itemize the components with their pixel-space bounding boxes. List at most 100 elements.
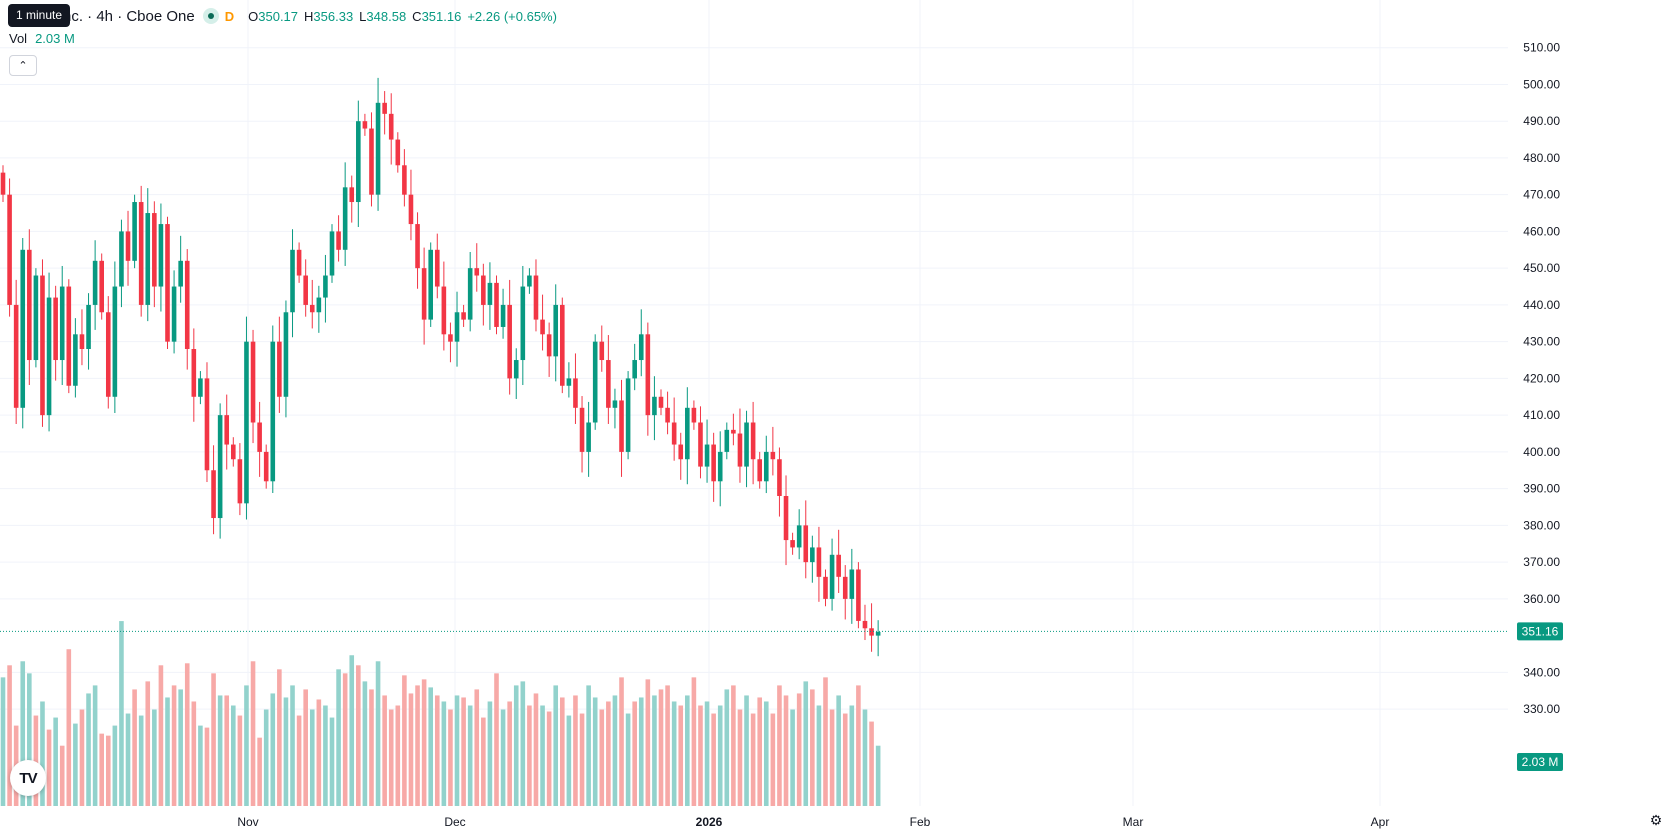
ohlc-values: O350.17 H356.33 L348.58 C351.16 +2.26 (+… <box>248 9 557 24</box>
candle-body <box>277 341 282 397</box>
volume-bar <box>53 717 58 806</box>
y-tick-label: 410.00 <box>1523 408 1560 422</box>
x-tick-label: Nov <box>237 815 258 829</box>
candle-body <box>579 407 585 452</box>
candle-body <box>777 459 782 496</box>
candle-body <box>434 249 440 287</box>
volume-bar <box>152 709 157 806</box>
y-tick-label: 370.00 <box>1523 555 1560 569</box>
volume-bar <box>566 715 572 806</box>
candle-body <box>803 525 809 563</box>
time-axis[interactable]: Nov Dec 2026 Feb Mar Apr <box>237 815 1389 829</box>
candle-body <box>224 415 230 445</box>
volume-bar <box>685 695 690 806</box>
tradingview-logo-icon[interactable]: TV <box>10 760 46 796</box>
y-tick-label: 340.00 <box>1523 665 1560 679</box>
volume-bar <box>270 693 276 806</box>
candle-body <box>638 334 644 361</box>
volume-bar <box>862 709 868 806</box>
volume-bar <box>382 695 387 806</box>
volume-bar <box>494 673 499 806</box>
volume-bar <box>790 709 795 806</box>
last-volume-badge <box>1517 753 1563 771</box>
candle-body <box>356 121 361 203</box>
y-tick-label: 470.00 <box>1523 188 1560 202</box>
candle-body <box>309 304 315 313</box>
volume-bar <box>553 685 559 806</box>
candle-body <box>823 576 828 599</box>
volume-bar <box>27 673 32 806</box>
volume-bar <box>0 677 6 806</box>
candle-body <box>415 224 420 269</box>
candle-body <box>184 260 190 350</box>
volume-bar <box>658 689 664 806</box>
volume-bar <box>592 697 598 806</box>
x-tick-label: Apr <box>1371 815 1390 829</box>
candle-body <box>263 451 269 482</box>
x-tick-label: Dec <box>444 815 465 829</box>
volume-bar <box>638 697 644 806</box>
gear-icon[interactable]: ⚙ <box>1649 812 1663 828</box>
volume-bar <box>224 695 230 806</box>
candle-body <box>303 275 308 305</box>
candle-body <box>198 378 203 397</box>
candle-body <box>165 224 170 342</box>
volume-bar <box>546 711 552 806</box>
volume-bar <box>316 699 322 806</box>
candle-body <box>217 415 223 519</box>
candle-body <box>474 268 480 276</box>
grid-lines <box>0 0 1508 806</box>
volume-bar <box>698 705 703 806</box>
candle-body <box>625 378 631 452</box>
volume-bar <box>816 705 822 806</box>
collapse-legend-button[interactable]: ⌃ <box>9 55 37 76</box>
volume-bar <box>73 723 78 806</box>
candle-body <box>395 139 401 166</box>
volume-bar <box>309 709 315 806</box>
candle-body <box>66 286 72 386</box>
volume-bar <box>434 695 440 806</box>
symbol-title[interactable]: nc. · 4h · Cboe One <box>63 7 195 25</box>
candle-body <box>40 275 45 416</box>
volume-bar <box>112 725 118 806</box>
volume-bar <box>336 669 341 806</box>
symbol-legend[interactable]: nc. · 4h · Cboe One D O350.17 H356.33 L3… <box>9 6 557 26</box>
volume-bar <box>731 685 736 806</box>
volume-legend[interactable]: Vol 2.03 M <box>9 31 75 46</box>
candle-body <box>849 569 855 599</box>
chevron-up-icon: ⌃ <box>18 60 28 72</box>
candle-body <box>382 102 387 114</box>
volume-bar <box>33 715 39 806</box>
candle-body <box>138 202 144 305</box>
volume-bar <box>375 661 381 806</box>
volume-bar <box>395 705 401 806</box>
y-tick-label: 420.00 <box>1523 371 1560 385</box>
candle-body <box>599 341 605 361</box>
candle-body <box>112 286 118 397</box>
volume-bar <box>20 661 26 806</box>
y-tick-label: 440.00 <box>1523 298 1560 312</box>
volume-bar <box>823 677 828 806</box>
candle-body <box>757 459 762 482</box>
volume-bar <box>178 689 183 806</box>
volume-bar <box>777 685 782 806</box>
candle-body <box>711 444 716 482</box>
price-axis[interactable]: 510.00 500.00 490.00 480.00 470.00 460.00 450.… <box>1523 41 1560 716</box>
volume-bar <box>303 689 308 806</box>
candle-body <box>533 275 539 320</box>
volume-bar <box>198 725 203 806</box>
candle-body <box>152 213 157 287</box>
volume-bar <box>520 681 526 806</box>
volume-bar <box>184 663 190 806</box>
market-status-icon[interactable] <box>202 8 219 24</box>
candle-body <box>79 334 85 350</box>
volume-bar <box>665 685 670 806</box>
y-tick-label: 380.00 <box>1523 518 1560 532</box>
data-delay-badge[interactable]: D <box>224 8 235 24</box>
volume-bar <box>356 665 361 806</box>
candle-body <box>691 407 697 423</box>
volume-bar <box>461 697 466 806</box>
candle-body <box>770 451 776 460</box>
